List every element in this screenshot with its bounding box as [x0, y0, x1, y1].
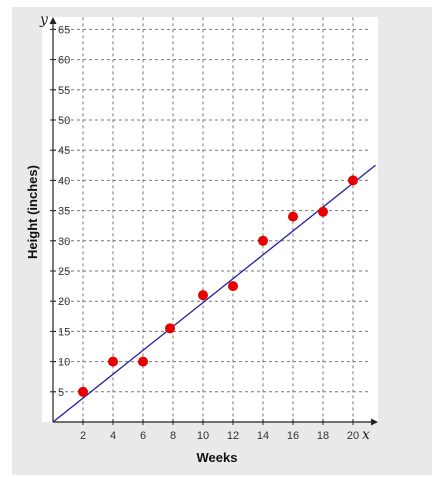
- data-point: [78, 386, 88, 397]
- x-tick-label: 12: [227, 430, 239, 442]
- y-tick-label: 40: [58, 175, 70, 187]
- x-tick-label: 10: [197, 430, 209, 442]
- y-tick-label: 55: [58, 85, 70, 97]
- data-point: [165, 323, 175, 334]
- y-tick-label: 35: [58, 206, 70, 218]
- y-axis-arrow: [49, 17, 57, 24]
- y-tick-label: 30: [58, 236, 70, 248]
- y-tick-label: 10: [58, 357, 70, 369]
- axes: [49, 17, 378, 426]
- data-point: [228, 281, 238, 292]
- y-tick-label: 45: [58, 145, 70, 157]
- data-point: [138, 356, 148, 367]
- y-tick-label: 5: [58, 387, 64, 399]
- tick-labels: 2 4 6 8 10 12 14 16 18 20 5 10 15 20 25 30 35 40 45 50 55 60 6…: [58, 24, 359, 442]
- data-point: [348, 175, 358, 186]
- y-tick-label: 20: [58, 296, 70, 308]
- x-tick-label: 4: [110, 430, 116, 442]
- data-point: [198, 290, 208, 301]
- x-axis-title: Weeks: [197, 450, 238, 465]
- x-tick-label: 8: [170, 430, 176, 442]
- y-axis-letter: y: [39, 12, 49, 28]
- grid: [53, 17, 368, 422]
- data-point: [318, 206, 328, 217]
- plot-area: [42, 17, 378, 422]
- y-tick-label: 15: [58, 326, 70, 338]
- data-point: [108, 356, 118, 367]
- x-tick-label: 16: [287, 430, 299, 442]
- x-tick-label: 14: [257, 430, 269, 442]
- data-point: [288, 211, 298, 222]
- data-point: [258, 235, 268, 246]
- y-tick-label: 60: [58, 55, 70, 67]
- y-tick-label: 25: [58, 266, 70, 278]
- x-axis-arrow: [371, 418, 378, 426]
- x-tick-label: 2: [80, 430, 86, 442]
- x-tick-label: 18: [317, 430, 329, 442]
- y-tick-label: 65: [58, 24, 70, 36]
- x-axis-letter: x: [362, 427, 370, 443]
- data-points: [78, 175, 358, 397]
- x-tick-label: 6: [140, 430, 146, 442]
- y-axis-title: Height (inches): [25, 165, 40, 259]
- y-tick-label: 50: [58, 115, 70, 127]
- x-tick-label: 20: [347, 430, 359, 442]
